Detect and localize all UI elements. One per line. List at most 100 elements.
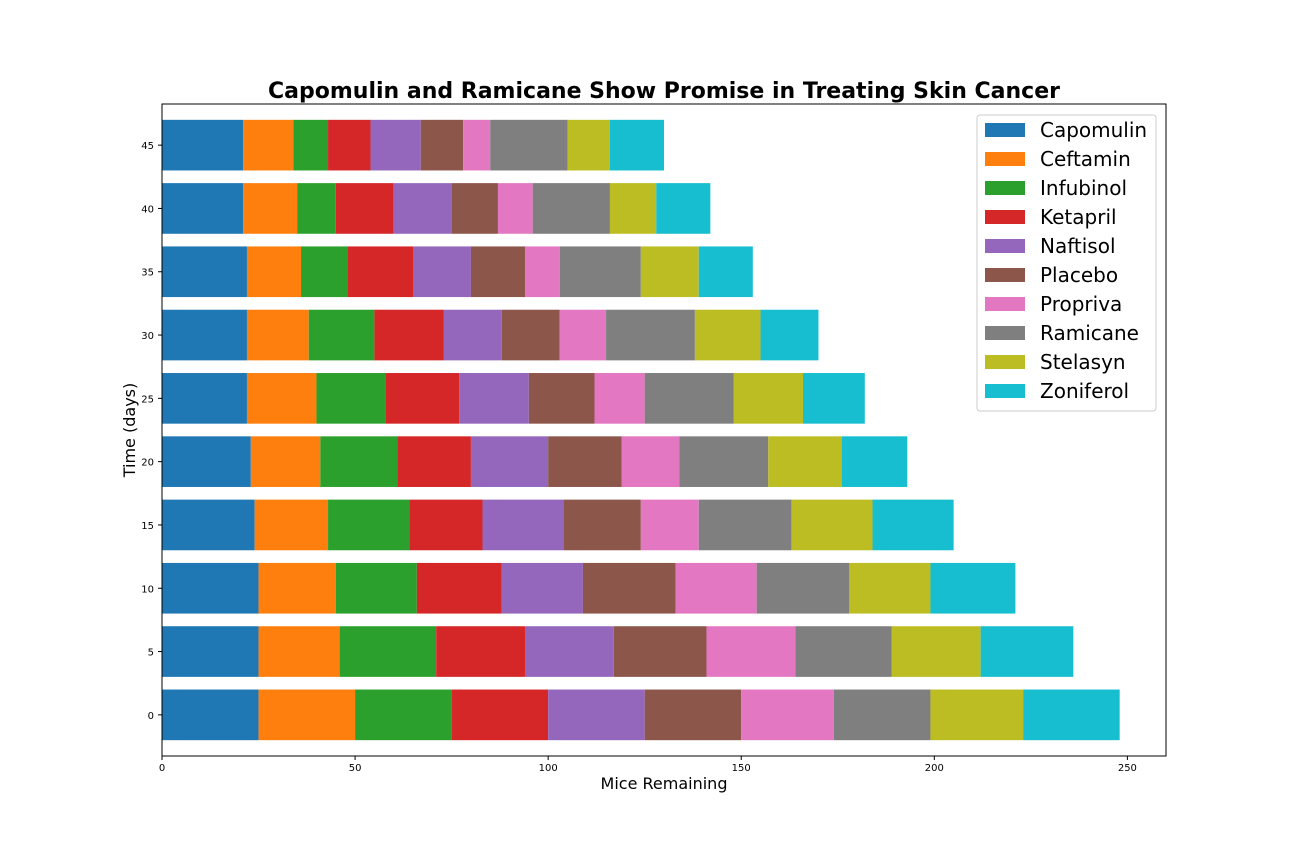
bar-segment <box>833 689 931 741</box>
bar-segment <box>656 183 711 234</box>
bar-segment <box>162 373 247 424</box>
bar-segment <box>1023 689 1120 741</box>
x-tick-label: 0 <box>159 763 165 774</box>
bar-segment <box>679 436 769 487</box>
bar-segment <box>803 373 865 424</box>
bar-segment <box>347 246 413 298</box>
bar-segment <box>328 499 410 551</box>
bar-segment <box>416 562 502 614</box>
bar-segment <box>328 119 371 171</box>
bar-segment <box>756 562 850 614</box>
bar-segment <box>559 309 607 361</box>
bar-segment <box>243 119 294 171</box>
bar-segment <box>320 436 398 487</box>
bar-segment <box>374 309 444 361</box>
bar-segment <box>563 499 641 551</box>
bar-segment <box>741 689 834 741</box>
bar-segment <box>436 626 525 677</box>
bar-segment <box>459 373 529 424</box>
bar-segment <box>548 689 645 741</box>
y-tick-label: 10 <box>141 584 154 595</box>
bar-segment <box>293 119 329 171</box>
y-axis-label: Time (days) <box>120 383 139 479</box>
bar-segment <box>162 562 259 614</box>
bar-segment <box>393 183 452 234</box>
bar-segment <box>162 626 259 677</box>
legend-swatch <box>985 384 1025 398</box>
bar-segment <box>548 436 622 487</box>
plot-area: 0 50 100 150 200 250 0 5 10 15 20 25 30 35 40 45 <box>141 103 1167 774</box>
bar-segment <box>162 183 244 234</box>
bar-segment <box>316 373 386 424</box>
legend-entry: Naftisol <box>1040 234 1116 258</box>
bar-segment <box>301 246 348 298</box>
bar-segment <box>849 562 931 614</box>
legend-swatch <box>985 326 1025 340</box>
bar-segment <box>760 309 819 361</box>
bar-segment <box>768 436 842 487</box>
bar-segment <box>613 626 707 677</box>
bar-segment <box>162 119 244 171</box>
bar-segment <box>258 689 356 741</box>
y-tick-label: 45 <box>141 141 154 152</box>
bar-segment <box>297 183 336 234</box>
x-tick-label: 250 <box>1118 763 1137 774</box>
y-tick-label: 25 <box>141 394 154 405</box>
bar-segment <box>463 119 491 171</box>
bar-segment <box>980 626 1074 677</box>
legend-entry: Stelasyn <box>1040 350 1126 374</box>
bar-segment <box>524 626 614 677</box>
bar-segment <box>640 246 699 298</box>
legend-swatch <box>985 152 1025 166</box>
bar-segment <box>644 373 734 424</box>
bar-segment <box>582 562 676 614</box>
bar-segment <box>609 119 664 171</box>
legend-entry: Ketapril <box>1040 205 1117 229</box>
x-tick-label: 50 <box>349 763 362 774</box>
bar-segment <box>162 309 247 361</box>
legend-swatch <box>985 239 1025 253</box>
bar-segment <box>567 119 610 171</box>
bar-segment <box>162 246 247 298</box>
bar-segment <box>482 499 564 551</box>
legend-entry: Propriva <box>1040 292 1122 316</box>
bar-segment <box>791 499 873 551</box>
plot-frame <box>161 103 1167 757</box>
bar-segment <box>930 689 1024 741</box>
bar-segment <box>470 436 549 487</box>
bar-segment <box>706 626 796 677</box>
bar-segment <box>497 183 533 234</box>
bar-segment <box>841 436 908 487</box>
legend-swatch <box>985 297 1025 311</box>
bar-segment <box>594 373 645 424</box>
bar-segment <box>470 246 525 298</box>
bar-segment <box>609 183 657 234</box>
x-tick-label: 100 <box>539 763 558 774</box>
bar-segment <box>644 689 742 741</box>
bar-segment <box>335 562 417 614</box>
bar-segment <box>443 309 502 361</box>
bar-segment <box>254 499 329 551</box>
bar-segment <box>698 499 792 551</box>
bar-segment <box>258 562 336 614</box>
bar-segment <box>451 689 549 741</box>
legend-entry: Ceftamin <box>1040 147 1131 171</box>
bar-segment <box>891 626 981 677</box>
bar-segment <box>339 626 437 677</box>
legend-entry: Infubinol <box>1040 176 1127 200</box>
bar-segment <box>930 562 1016 614</box>
x-axis-label: Mice Remaining <box>601 774 728 793</box>
bar-segment <box>162 436 251 487</box>
legend: Capomulin Ceftamin Infubinol Ketapril Naftis… <box>976 114 1157 412</box>
chart-title: Capomulin and Ramicane Show Promise in T… <box>268 79 1060 104</box>
bar-segment <box>606 309 695 361</box>
legend-swatch <box>985 181 1025 195</box>
y-tick-label: 0 <box>148 711 154 722</box>
legend-swatch <box>985 355 1025 369</box>
bar-segment <box>413 246 471 298</box>
bar-segment <box>335 183 394 234</box>
bar-segment <box>308 309 375 361</box>
y-tick-label: 30 <box>141 331 154 342</box>
bar-segment <box>355 689 452 741</box>
